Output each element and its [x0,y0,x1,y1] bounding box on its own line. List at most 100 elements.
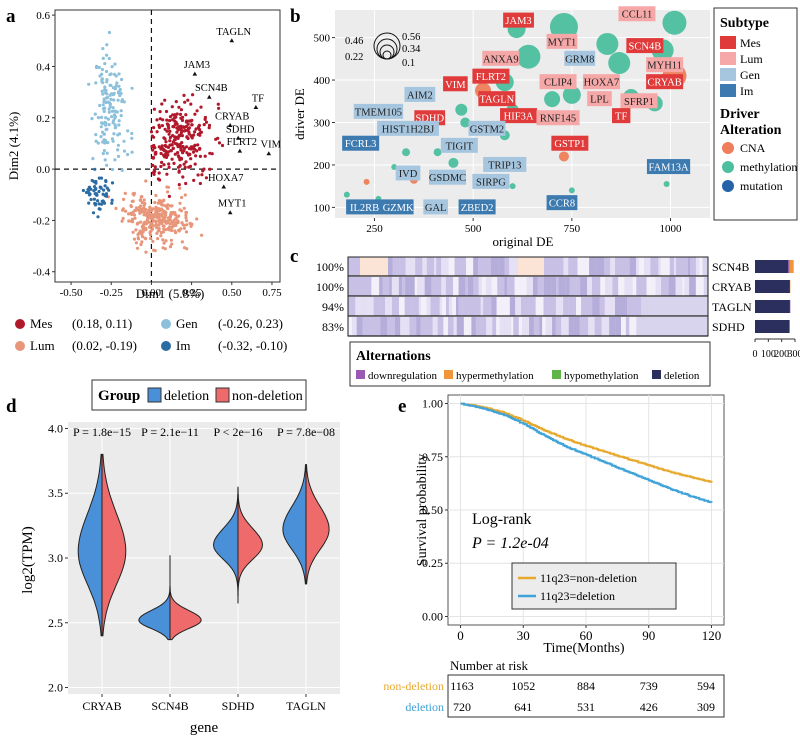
panel-a-point-gen [122,140,125,143]
panel-b-legend-alt-swatch [722,180,734,192]
panel-a-point-gen [111,65,114,68]
panel-c-bar-tick-label: 300 [788,349,800,360]
panel-b-xtick-label: 250 [366,223,383,235]
panel-a-point-lum [172,219,175,222]
panel-a-point-lum [130,220,133,223]
panel-a-point-im [94,203,97,206]
panel-d-ytick-label: 2.0 [48,681,63,695]
panel-b-gene-label: GZMK [383,203,414,214]
panel-b-xtick-label: 1000 [660,223,683,235]
panel-a-legend-name: Lum [30,338,55,353]
panel-a-point-lum [167,186,170,189]
panel-c-cell [568,257,572,276]
panel-a-point-mes [153,108,156,111]
panel-b-xlabel: original DE [492,234,553,249]
panel-b-ytick-label: 200 [314,160,331,172]
panel-c-cell [449,257,455,276]
panel-c-cell [536,297,544,316]
panel-c-cell [478,257,485,276]
panel-c-cell [438,317,444,336]
panel-b-gene-label: RNF145 [540,114,576,125]
panel-c-cell [556,317,559,336]
panel-a-point-mes [158,178,161,181]
panel-b-gene-label: SIRPG [476,177,506,188]
panel-a-point-lum [157,224,160,227]
panel-a-point-lum [143,204,146,207]
panel-c-cell [374,297,380,316]
panel-a-point-mes [165,110,168,113]
panel-c-cell [613,277,619,296]
panel-b-point-methylation [596,33,618,55]
panel-a-point-gen [91,157,94,160]
panel-a-point-im [111,199,114,202]
panel-a-point-gen [108,31,111,34]
panel-c-cell [633,277,637,296]
panel-a-point-gen [116,148,119,151]
panel-e-label: e [398,396,406,417]
panel-b-gene-label: GAL [425,203,447,214]
panel-a-point-mes [168,166,171,169]
panel-c-cell [363,297,367,316]
panel-a-point-lum [166,203,169,206]
panel-a-point-mes [192,179,195,182]
panel-e-risk-name: deletion [405,700,444,714]
panel-b-point-methylation [434,148,442,156]
panel-c-cell [371,277,373,296]
panel-a-legend-centroid: (0.02, -0.19) [72,338,137,353]
panel-c-cell [569,297,574,316]
panel-b-gene-label: TAGLN [479,95,514,106]
panel-d-xtick-label: SDHD [222,699,255,713]
panel-a-point-im [96,199,99,202]
panel-a-gene-label: SDHD [226,124,255,135]
panel-a-point-gen [111,168,114,171]
panel-e-risk-name: non-deletion [383,679,444,693]
panel-a-point-lum [168,222,171,225]
panel-a-gene-label: TAGLN [216,27,251,38]
panel-b-gene-label: FCRL3 [345,139,377,150]
panel-a-point-gen [95,66,98,69]
panel-a-point-lum [139,230,142,233]
panel-c-cell [521,277,527,296]
panel-d-label: d [6,396,17,417]
panel-c-cell [449,297,452,316]
panel-c-cell [561,317,569,336]
panel-a-point-lum [132,231,135,234]
panel-a-point-gen [126,153,129,156]
panel-c-cell [417,277,424,296]
panel-c-cell [431,277,436,296]
panel-b-legend-alt-name: mutation [740,179,783,193]
panel-c-cell-hyper [360,257,388,276]
panel-a-point-mes [208,152,211,155]
panel-b-gene-label: SFRP1 [624,97,654,108]
panel-c-cell [676,277,683,296]
panel-a-legend-swatch [161,319,171,329]
panel-c-cell [507,277,514,296]
panel-a-point-lum [170,243,173,246]
panel-a-point-mes [163,149,166,152]
panel-a-point-lum [180,196,183,199]
panel-b-gene-label: GSDMC [429,173,466,184]
panel-e-logrank-title: Log-rank [472,511,532,528]
panel-c-cell [500,277,505,296]
panel-a-point-lum [160,212,163,215]
panel-c-cell [463,297,468,316]
panel-d-pvalue: P = 7.8e−08 [277,425,335,439]
panel-a-point-gen [102,107,105,110]
panel-a-gene-label: TF [252,94,264,105]
panel-a-point-mes [184,166,187,169]
panel-a-point-gen [105,43,108,46]
panel-c-cell [529,317,534,336]
panel-c-cell [544,277,552,296]
panel-a-xtick-label: -0.25 [100,287,123,299]
panel-a-ytick-label: -0.4 [33,267,51,279]
panel-b-gene-label: GRM8 [565,54,594,65]
panel-b-gene-label: JAM3 [505,16,531,27]
panel-a-point-gen [99,135,102,138]
panel-a-point-mes [190,147,193,150]
panel-a-point-im [88,193,91,196]
panel-e-ytick-label: 1.00 [422,397,443,411]
panel-a-point-mes [193,148,196,151]
panel-c-cell [676,257,681,276]
